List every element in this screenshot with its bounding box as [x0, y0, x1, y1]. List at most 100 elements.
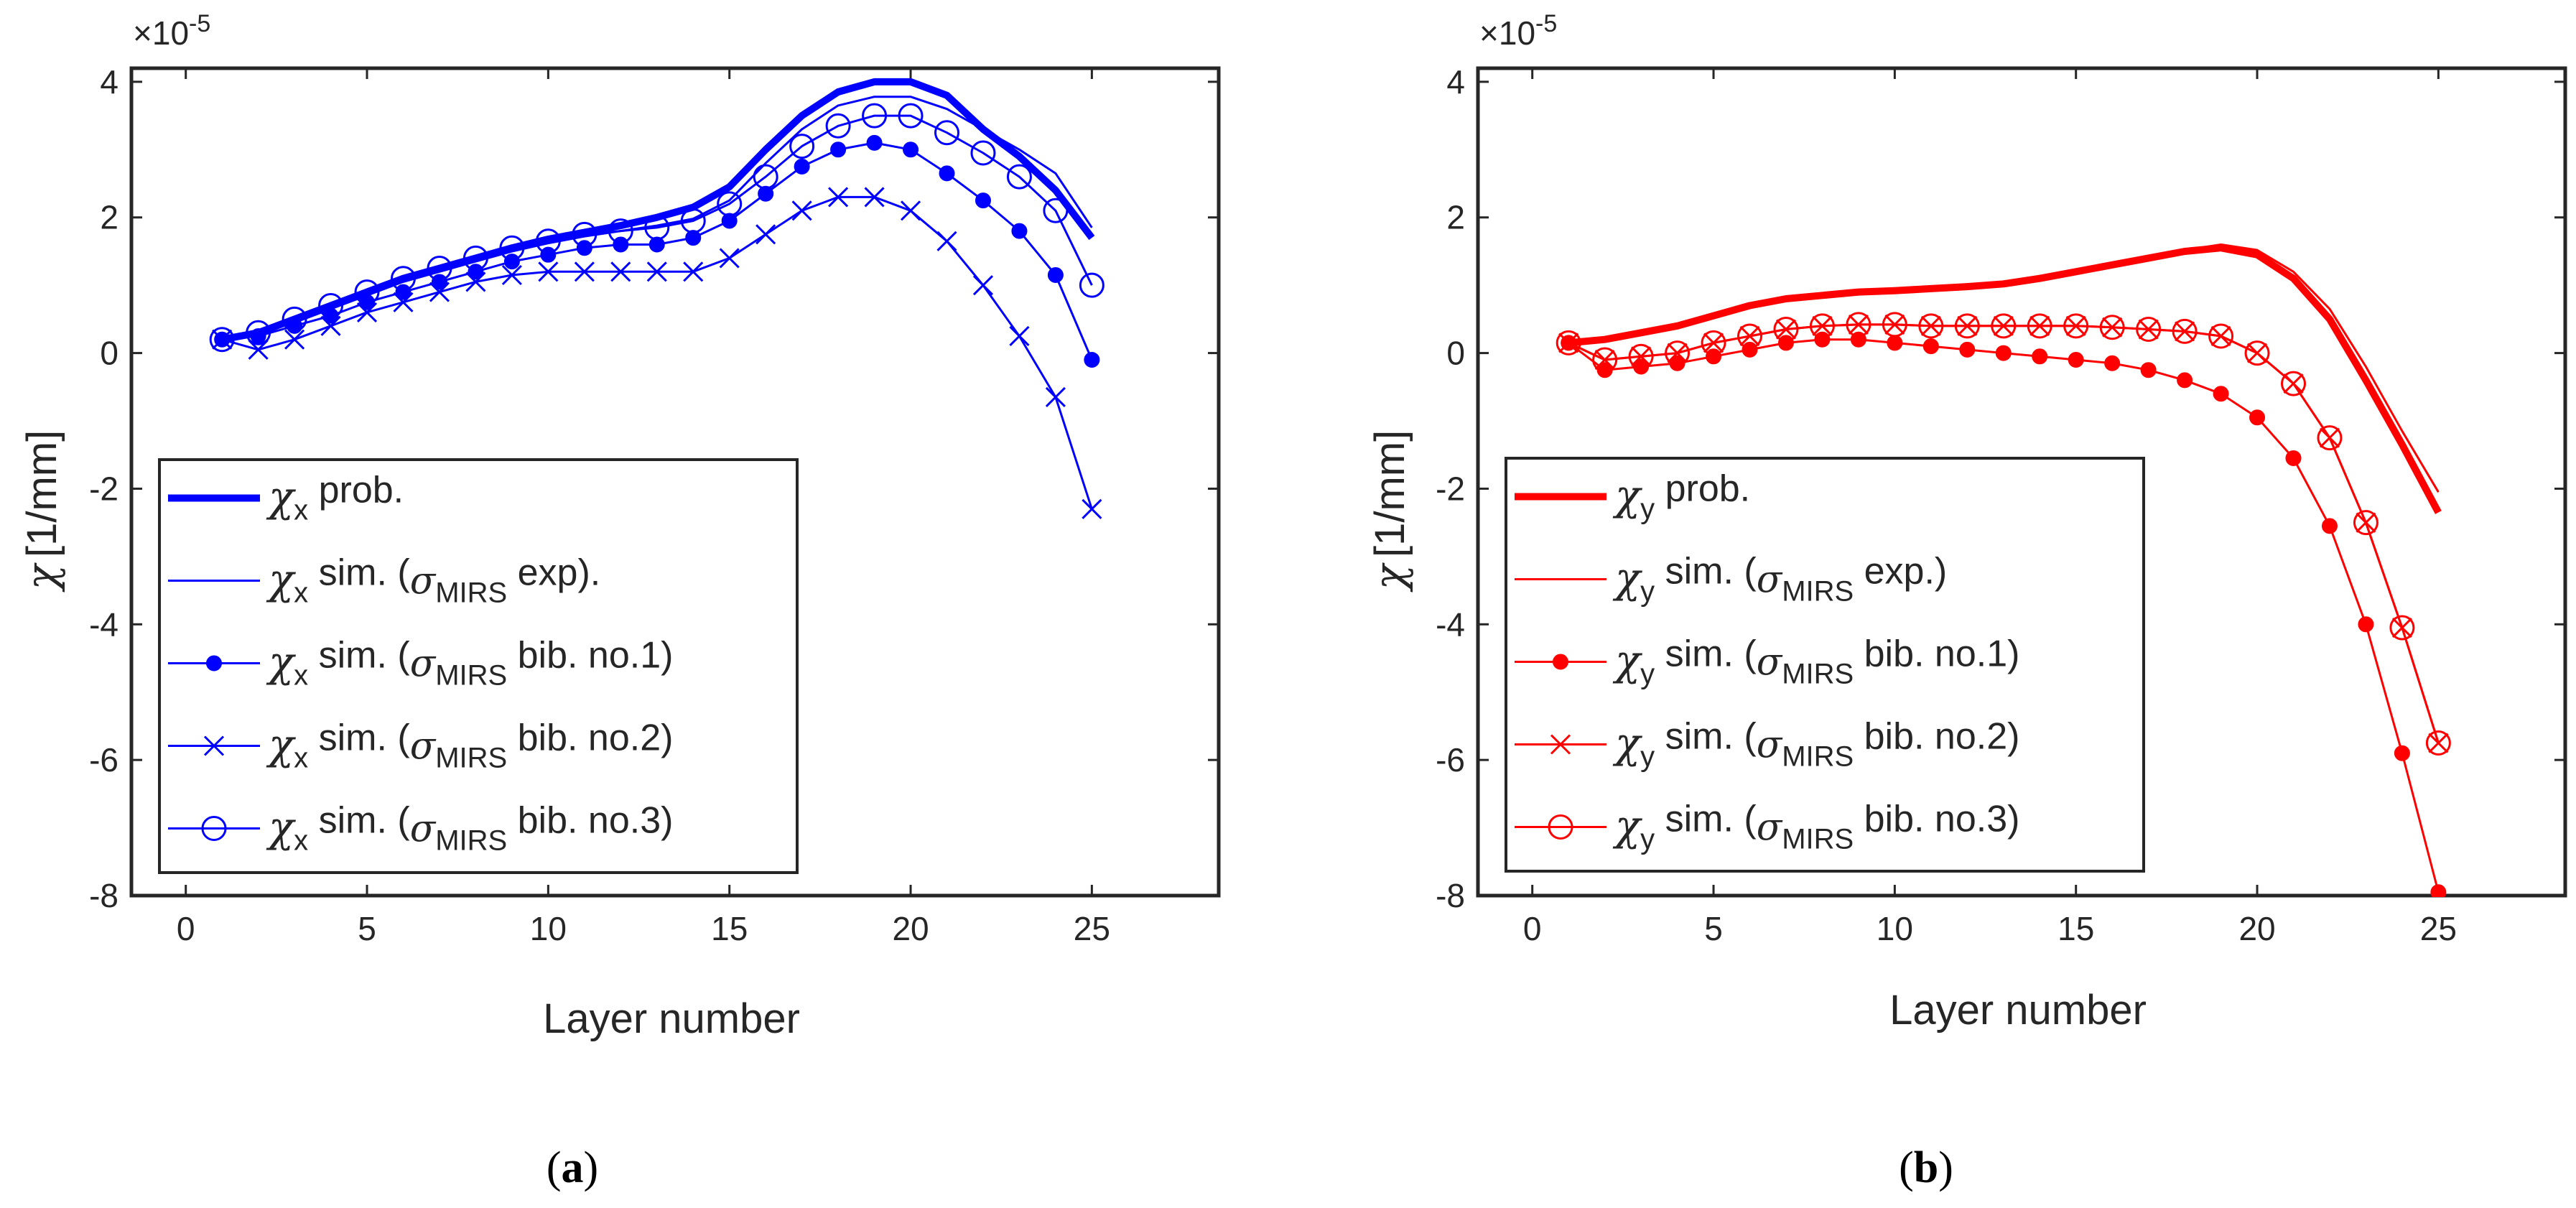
- data-point: [2425, 730, 2451, 756]
- data-point: [209, 327, 235, 353]
- data-point: [1991, 313, 2017, 339]
- data-point: [1737, 323, 1762, 349]
- panel-b-label: (b): [1899, 1143, 1953, 1192]
- axes-box: [129, 66, 1221, 898]
- data-point: [465, 271, 486, 292]
- data-point: [2104, 355, 2121, 371]
- series-5: [1556, 312, 2451, 756]
- data-point: [2394, 745, 2410, 761]
- data-point: [356, 302, 378, 322]
- legend-box: [1505, 457, 2145, 873]
- y-tick-label: -4: [1436, 605, 1465, 643]
- data-point: [794, 158, 810, 175]
- data-point: [2172, 318, 2198, 344]
- data-point: [320, 315, 341, 336]
- x-tick-label: 15: [2057, 910, 2094, 947]
- data-point: [1846, 312, 1871, 338]
- data-point: [1959, 341, 1976, 358]
- legend-label: χx prob.: [266, 470, 404, 526]
- data-point: [1047, 267, 1064, 283]
- series-line: [1568, 243, 2440, 493]
- data-point: [2430, 884, 2447, 897]
- data-point: [503, 254, 520, 270]
- x-tick-label: 15: [711, 910, 748, 947]
- data-point: [2244, 340, 2270, 366]
- data-point: [898, 103, 924, 129]
- data-point: [610, 261, 631, 282]
- y-tick-label: -2: [1436, 470, 1465, 507]
- data-point: [680, 208, 706, 233]
- panel-b-plot-area: 0 5 10 15 20 25 -8 -6 -4 -2 0 2 4: [1436, 63, 2567, 947]
- data-point: [2213, 386, 2229, 402]
- data-point: [2068, 352, 2084, 368]
- legend-label: χy sim. (σMIRS bib. no.3): [1612, 799, 2019, 855]
- data-point: [830, 141, 847, 158]
- legend-label: χy sim. (σMIRS bib. no.1): [1612, 633, 2019, 690]
- data-point: [1918, 313, 1944, 339]
- data-point: [1082, 498, 1102, 519]
- y-tick-label: 0: [100, 335, 118, 372]
- data-point: [789, 134, 815, 159]
- data-point: [753, 164, 778, 190]
- y-tick-label: -6: [1436, 741, 1465, 779]
- legend-entry: χy sim. (σMIRS bib. no.2): [1515, 716, 2019, 773]
- panel-a-exponent: ×10-5: [133, 10, 210, 52]
- data-point: [354, 279, 380, 305]
- data-point: [1665, 340, 1691, 366]
- data-point: [685, 230, 702, 246]
- data-point: [2281, 371, 2306, 396]
- axes-box: [1476, 66, 2567, 898]
- legend-entry: χy prob.: [1515, 468, 1750, 525]
- data-point: [1556, 330, 1581, 356]
- legend-entry: χx sim. (σMIRS bib. no.1): [168, 635, 673, 692]
- y-tick-label: 2: [1446, 199, 1465, 236]
- data-point: [1887, 335, 1903, 351]
- x-tick-label: 0: [177, 910, 195, 947]
- legend-entry: χx prob.: [168, 470, 404, 526]
- x-tick-label: 5: [1704, 910, 1723, 947]
- x-tick-label: 10: [1877, 910, 1913, 947]
- legend-label: χx sim. (σMIRS bib. no.3): [266, 800, 673, 857]
- data-point: [1043, 198, 1069, 223]
- data-point: [613, 236, 629, 253]
- legend-label: χy prob.: [1612, 468, 1750, 525]
- data-point: [2249, 409, 2266, 426]
- series-5: [209, 103, 1105, 353]
- data-point: [825, 113, 851, 139]
- data-point: [212, 329, 233, 350]
- data-point: [1706, 348, 1722, 365]
- x-tick-label: 25: [2420, 910, 2457, 947]
- data-point: [538, 261, 559, 282]
- data-point: [427, 256, 452, 282]
- y-tick-label: 4: [1446, 63, 1465, 101]
- data-point: [1922, 338, 1939, 355]
- data-point: [2321, 518, 2338, 534]
- y-tick-label: -8: [89, 877, 118, 914]
- legend-marker: [1553, 654, 1568, 670]
- series-line: [1568, 323, 2440, 743]
- legend-marker: [201, 816, 227, 841]
- legend-entry: χx sim. (σMIRS bib. no.2): [168, 717, 673, 774]
- data-point: [318, 292, 344, 318]
- data-point: [683, 261, 704, 282]
- data-point: [2358, 616, 2374, 633]
- legend-label: χx sim. (σMIRS exp).: [266, 552, 600, 609]
- legend-label: χy sim. (σMIRS bib. no.2): [1612, 716, 2019, 773]
- legend-label: χx sim. (σMIRS bib. no.1): [266, 635, 673, 692]
- data-point: [246, 320, 271, 345]
- legend-marker: [203, 735, 225, 756]
- data-point: [1084, 352, 1100, 368]
- panel-a-label: (a): [547, 1143, 598, 1192]
- data-point: [975, 192, 991, 209]
- panel-a-legend: χx prob. χx sim. (σMIRS exp). χx sim. (σMI…: [158, 458, 799, 874]
- data-point: [758, 185, 774, 202]
- y-tick-label: 4: [100, 63, 118, 101]
- data-point: [1009, 325, 1030, 347]
- data-point: [1954, 313, 1980, 339]
- data-point: [2063, 313, 2089, 339]
- data-point: [866, 134, 883, 151]
- data-point: [721, 213, 738, 229]
- data-point: [576, 240, 592, 256]
- data-point: [499, 235, 525, 261]
